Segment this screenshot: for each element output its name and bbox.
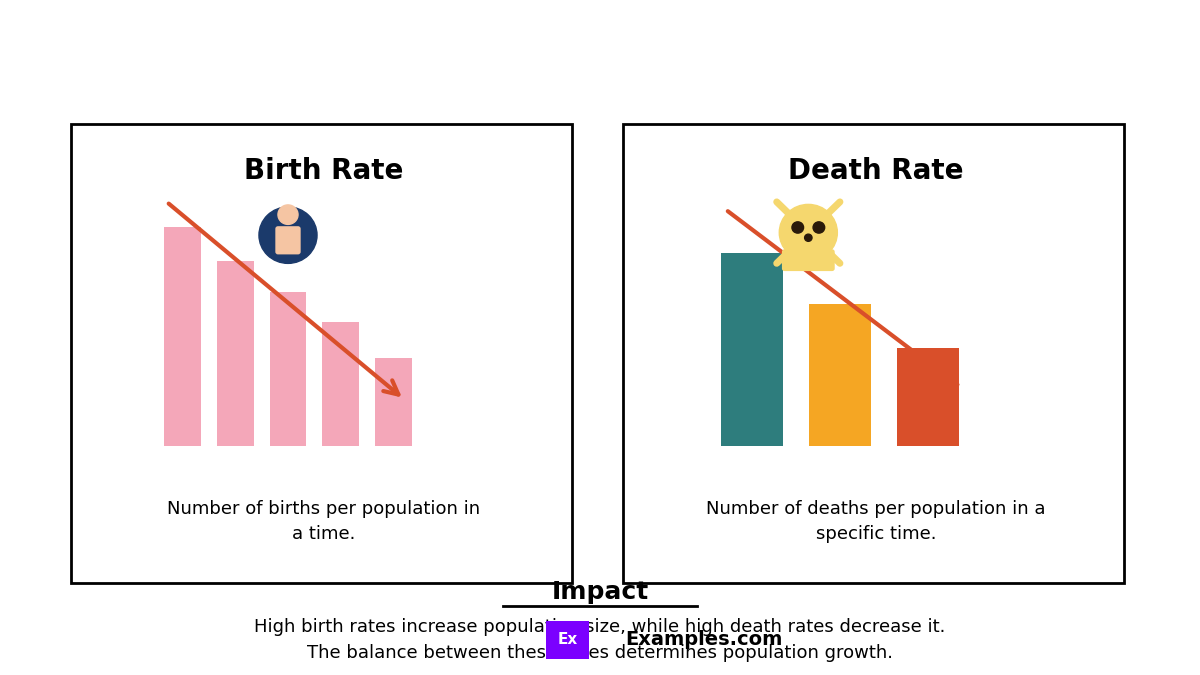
Text: High birth rates increase population size, while high death rates decrease it.
T: High birth rates increase population siz… [254,618,946,662]
FancyBboxPatch shape [623,124,1123,583]
Bar [323,323,359,446]
FancyBboxPatch shape [275,226,301,254]
Bar [376,358,412,446]
FancyBboxPatch shape [71,124,571,583]
Bar [217,261,253,446]
Circle shape [792,222,804,233]
Circle shape [779,205,838,261]
Bar [164,227,200,446]
FancyBboxPatch shape [546,621,589,659]
Text: Ex: Ex [558,632,577,647]
Text: Birth Rate and Death Rate: Birth Rate and Death Rate [228,30,972,78]
Text: Examples.com: Examples.com [625,630,782,649]
Text: Birth Rate: Birth Rate [245,157,403,186]
Circle shape [805,234,812,242]
Bar [898,348,959,446]
Bar [270,292,306,446]
Text: Number of deaths per population in a
specific time.: Number of deaths per population in a spe… [707,500,1045,543]
Circle shape [814,222,824,233]
Text: Impact: Impact [551,580,649,604]
Circle shape [259,207,317,263]
Text: Death Rate: Death Rate [788,157,964,186]
Bar [721,253,782,446]
Text: Number of births per population in
a time.: Number of births per population in a tim… [168,500,480,543]
FancyBboxPatch shape [782,249,835,271]
Bar [809,304,871,446]
Circle shape [278,205,298,224]
